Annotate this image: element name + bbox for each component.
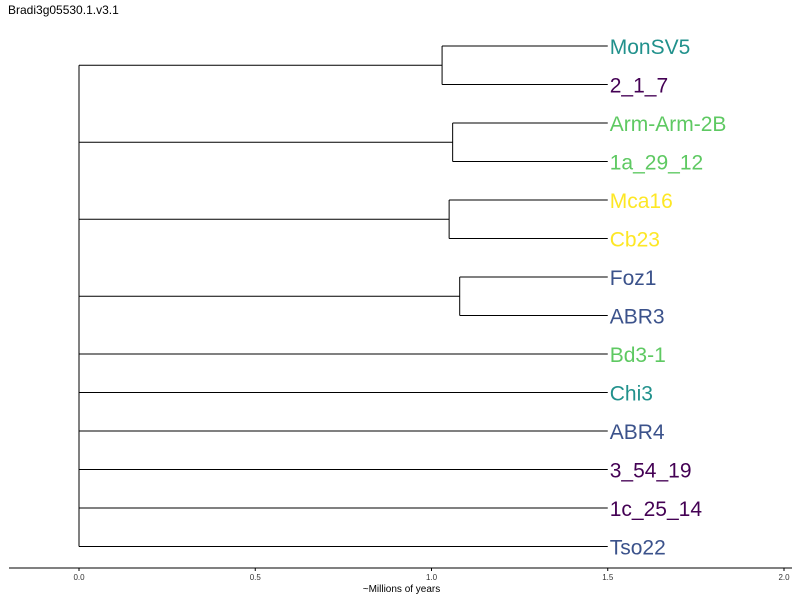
leaf-label: 2_1_7 (610, 75, 668, 98)
leaf-label: Arm-Arm-2B (610, 113, 727, 136)
leaf-label: MonSV5 (610, 36, 691, 59)
leaf-label: 1a_29_12 (610, 152, 703, 175)
page-title: Bradi3g05530.1.v3.1 (8, 3, 119, 17)
leaf-label: Tso22 (610, 537, 666, 560)
x-tick-label: 1.0 (426, 573, 438, 582)
leaf-label: 1c_25_14 (610, 498, 703, 521)
leaf-label: Mca16 (610, 190, 673, 213)
leaf-label: Cb23 (610, 229, 660, 252)
tree-branches (78, 45, 608, 547)
leaf-label: Bd3-1 (610, 344, 666, 367)
leaf-labels: MonSV5 2_1_7 Arm-Arm-2B 1a_29_12 Mca16 Cb23 Fo… (610, 36, 727, 560)
x-tick-label: 0.5 (250, 573, 262, 582)
leaf-label: ABR4 (610, 421, 665, 444)
x-axis-title: ~Millions of years (363, 584, 441, 595)
leaf-label: Chi3 (610, 383, 653, 406)
x-axis-ticks: 0.0 0.5 1.0 1.5 2.0 (73, 568, 790, 582)
x-tick-label: 1.5 (602, 573, 614, 582)
leaf-label: 3_54_19 (610, 460, 692, 483)
x-tick-label: 0.0 (73, 573, 85, 582)
x-tick-label: 2.0 (778, 573, 790, 582)
x-axis: 0.0 0.5 1.0 1.5 2.0 ~Millions of years (9, 567, 792, 595)
leaf-label: Foz1 (610, 267, 657, 290)
leaf-label: ABR3 (610, 306, 665, 329)
